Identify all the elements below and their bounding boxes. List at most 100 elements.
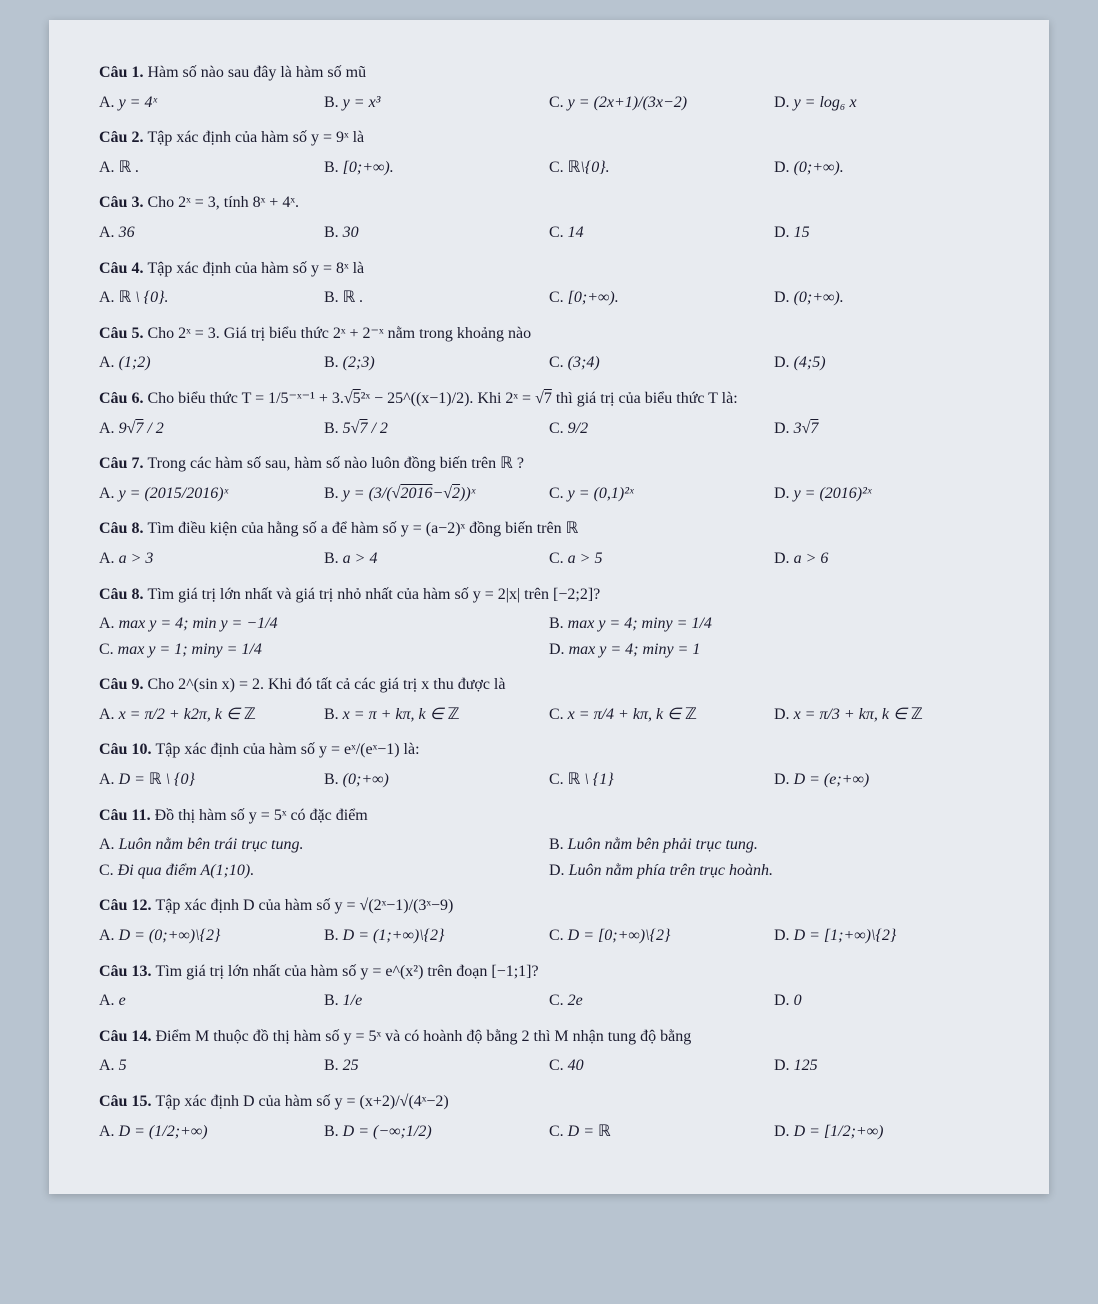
option-B: B. D = (1;+∞)\{2} <box>324 923 549 949</box>
option-label: C. <box>549 771 568 788</box>
options-row: A. D = (0;+∞)\{2}B. D = (1;+∞)\{2}C. D =… <box>99 923 999 949</box>
question-2: Câu 2. Tập xác định của hàm số y = 9ˣ là… <box>99 125 999 180</box>
question-8: Câu 8. Tìm điều kiện của hằng số a để hà… <box>99 516 999 571</box>
option-B: B. ℝ . <box>324 285 549 311</box>
question-text: Tập xác định của hàm số y = eˣ/(eˣ−1) là… <box>155 741 419 758</box>
option-C: C. Đi qua điểm A(1;10). <box>99 858 549 884</box>
option-label: D. <box>774 354 794 371</box>
option-value: y = (3/(√2016−√2))ˣ <box>343 485 476 502</box>
option-value: 36 <box>119 224 135 241</box>
option-D: D. max y = 4; miny = 1 <box>549 637 999 663</box>
options-row: A. ℝ \ {0}.B. ℝ .C. [0;+∞).D. (0;+∞). <box>99 285 999 311</box>
options-row: A. 5B. 25C. 40D. 125 <box>99 1053 999 1079</box>
option-value: ℝ\{0}. <box>568 159 610 176</box>
question-16: Câu 15. Tập xác định D của hàm số y = (x… <box>99 1089 999 1144</box>
option-label: A. <box>99 992 119 1009</box>
question-number: Câu 4. <box>99 260 147 277</box>
question-text: Tập xác định của hàm số y = 9ˣ là <box>147 129 364 146</box>
option-value: 3√7 <box>794 420 819 437</box>
question-9: Câu 8. Tìm giá trị lớn nhất và giá trị n… <box>99 582 999 663</box>
option-D: D. y = (2016)²ˣ <box>774 481 999 507</box>
option-C: C. 9/2 <box>549 416 774 442</box>
option-A: A. y = (2015/2016)ˣ <box>99 481 324 507</box>
option-value: 2e <box>568 992 583 1009</box>
options-row: A. D = (1/2;+∞)B. D = (−∞;1/2)C. D = ℝD.… <box>99 1119 999 1145</box>
option-value: ℝ . <box>343 289 364 306</box>
option-label: D. <box>774 706 794 723</box>
options-row: A. 9√7 / 2B. 5√7 / 2C. 9/2D. 3√7 <box>99 416 999 442</box>
question-14: Câu 13. Tìm giá trị lớn nhất của hàm số … <box>99 959 999 1014</box>
option-value: max y = 4; miny = 1/4 <box>568 615 712 632</box>
option-label: A. <box>99 1123 119 1140</box>
option-label: C. <box>549 1057 568 1074</box>
option-label: D. <box>549 862 569 879</box>
option-label: B. <box>324 927 343 944</box>
option-value: 5√7 / 2 <box>343 420 388 437</box>
option-B: B. (0;+∞) <box>324 767 549 793</box>
option-value: (2;3) <box>343 354 375 371</box>
option-value: y = (2015/2016)ˣ <box>119 485 229 502</box>
option-label: C. <box>549 706 568 723</box>
option-value: a > 6 <box>794 550 829 567</box>
question-10: Câu 9. Cho 2^(sin x) = 2. Khi đó tất cả … <box>99 672 999 727</box>
option-value: e <box>119 992 126 1009</box>
option-B: B. [0;+∞). <box>324 155 549 181</box>
options-row: A. a > 3B. a > 4C. a > 5D. a > 6 <box>99 546 999 572</box>
question-number: Câu 10. <box>99 741 155 758</box>
option-label: A. <box>99 354 119 371</box>
question-number: Câu 9. <box>99 676 147 693</box>
option-label: B. <box>324 706 343 723</box>
option-label: A. <box>99 615 119 632</box>
option-value: a > 5 <box>568 550 603 567</box>
question-5: Câu 5. Cho 2ˣ = 3. Giá trị biểu thức 2ˣ … <box>99 321 999 376</box>
options-row: A. eB. 1/eC. 2eD. 0 <box>99 988 999 1014</box>
question-text: Điểm M thuộc đồ thị hàm số y = 5ˣ và có … <box>155 1028 691 1045</box>
option-A: A. D = (1/2;+∞) <box>99 1119 324 1145</box>
option-label: D. <box>549 641 569 658</box>
option-label: C. <box>549 224 568 241</box>
question-12: Câu 11. Đồ thị hàm số y = 5ˣ có đặc điểm… <box>99 803 999 884</box>
option-value: x = π/3 + kπ, k ∈ ℤ <box>794 706 923 723</box>
option-C: C. y = (0,1)²ˣ <box>549 481 774 507</box>
options-row: A. 36B. 30C. 14D. 15 <box>99 220 999 246</box>
option-value: 125 <box>794 1057 818 1074</box>
option-C: C. a > 5 <box>549 546 774 572</box>
option-value: a > 4 <box>343 550 378 567</box>
question-13: Câu 12. Tập xác định D của hàm số y = √(… <box>99 893 999 948</box>
option-label: A. <box>99 159 119 176</box>
option-D: D. D = (e;+∞) <box>774 767 999 793</box>
option-value: x = π/4 + kπ, k ∈ ℤ <box>568 706 697 723</box>
option-value: y = 4ˣ <box>119 94 157 111</box>
option-D: D. D = [1;+∞)\{2} <box>774 923 999 949</box>
option-B: B. y = (3/(√2016−√2))ˣ <box>324 481 549 507</box>
option-label: D. <box>774 992 794 1009</box>
question-text: Cho 2ˣ = 3. Giá trị biểu thức 2ˣ + 2⁻ˣ n… <box>147 325 531 342</box>
question-number: Câu 7. <box>99 455 147 472</box>
option-label: B. <box>324 485 343 502</box>
question-1: Câu 1. Hàm số nào sau đây là hàm số mũA.… <box>99 60 999 115</box>
option-value: 0 <box>794 992 802 1009</box>
option-A: A. 5 <box>99 1053 324 1079</box>
options-row: A. D = ℝ \ {0}B. (0;+∞)C. ℝ \ {1}D. D = … <box>99 767 999 793</box>
option-label: A. <box>99 550 119 567</box>
option-label: A. <box>99 836 119 853</box>
option-B: B. 30 <box>324 220 549 246</box>
option-label: C. <box>549 289 568 306</box>
question-number: Câu 13. <box>99 963 155 980</box>
options-row: A. (1;2)B. (2;3)C. (3;4)D. (4;5) <box>99 350 999 376</box>
option-label: C. <box>549 550 568 567</box>
option-label: C. <box>549 94 568 111</box>
option-D: D. 15 <box>774 220 999 246</box>
option-label: A. <box>99 771 119 788</box>
option-C: C. max y = 1; miny = 1/4 <box>99 637 549 663</box>
option-value: D = ℝ <box>568 1123 611 1140</box>
option-value: Luôn nằm bên phải trục tung. <box>568 836 758 853</box>
option-B: B. y = x³ <box>324 90 549 116</box>
option-D: D. 0 <box>774 988 999 1014</box>
option-label: D. <box>774 289 794 306</box>
option-value: y = (0,1)²ˣ <box>568 485 634 502</box>
option-label: B. <box>324 289 343 306</box>
option-value: D = [1;+∞)\{2} <box>794 927 897 944</box>
question-text: Tập xác định của hàm số y = 8ˣ là <box>147 260 364 277</box>
option-label: C. <box>549 1123 568 1140</box>
